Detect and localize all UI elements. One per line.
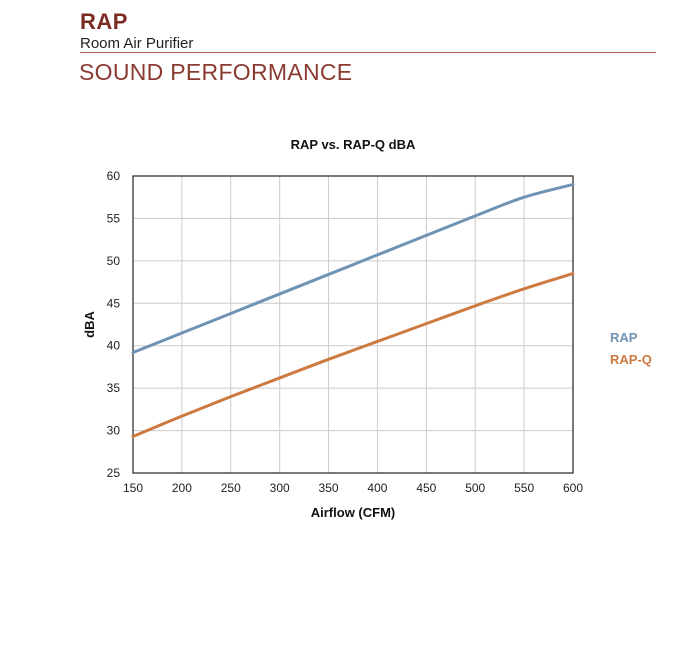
x-tick-label: 200	[172, 481, 192, 495]
y-tick-label: 30	[107, 424, 121, 438]
section-heading: SOUND PERFORMANCE	[79, 59, 353, 85]
brand-title: RAP	[80, 9, 128, 34]
x-tick-label: 450	[416, 481, 436, 495]
y-tick-label: 55	[107, 211, 121, 225]
grid-lines	[132, 175, 574, 474]
y-axis-label: dBA	[82, 311, 97, 338]
x-tick-label: 600	[563, 481, 583, 495]
chart-title: RAP vs. RAP-Q dBA	[291, 137, 416, 152]
series-lines	[131, 182, 575, 439]
x-tick-label: 350	[319, 481, 339, 495]
x-tick-label: 550	[514, 481, 534, 495]
y-tick-label: 50	[107, 254, 121, 268]
x-tick-label: 150	[123, 481, 143, 495]
header-divider	[80, 52, 656, 53]
legend-entry-rap-q: RAP-Q	[610, 352, 652, 367]
legend-entry-rap: RAP	[610, 330, 638, 345]
legend: RAP RAP-Q	[610, 330, 652, 367]
x-axis-label: Airflow (CFM)	[311, 505, 395, 520]
plot-area-frame	[132, 175, 574, 474]
product-subtitle: Room Air Purifier	[80, 35, 194, 52]
series-line-rap-q	[131, 272, 575, 439]
y-tick-label: 35	[107, 381, 121, 395]
y-tick-label: 45	[107, 296, 121, 310]
y-tick-label: 40	[107, 339, 121, 353]
x-tick-label: 250	[221, 481, 241, 495]
series-line-rap	[131, 182, 575, 355]
x-tick-label: 400	[367, 481, 387, 495]
y-tick-label: 25	[107, 466, 121, 480]
x-tick-label: 300	[270, 481, 290, 495]
tick-labels: 150 200 250 300 350 400 450 500 550 600 25 30 35 40 45…	[107, 169, 584, 495]
x-tick-label: 500	[465, 481, 485, 495]
y-tick-label: 60	[107, 169, 121, 183]
